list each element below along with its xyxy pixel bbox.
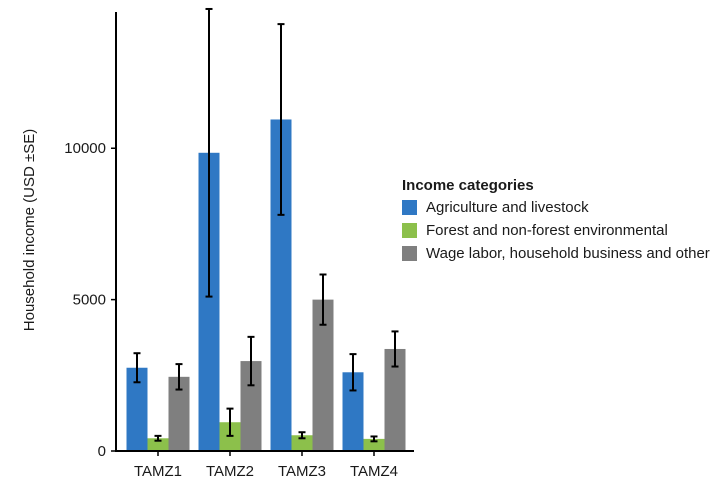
bar	[291, 435, 313, 451]
y-axis-title: Household income (USD ±SE)	[21, 129, 38, 331]
bar	[147, 438, 169, 451]
legend-label: Agriculture and livestock	[426, 199, 589, 216]
bar	[126, 367, 148, 451]
legend-label: Forest and non-forest environmental	[426, 222, 668, 239]
x-tick-label: TAMZ1	[134, 463, 182, 480]
bar	[384, 348, 406, 451]
x-ticks-layer: TAMZ1 TAMZ2 TAMZ3 TAMZ4	[134, 451, 398, 480]
bar	[312, 299, 334, 451]
x-tick-label: TAMZ4	[350, 463, 398, 480]
legend-swatch	[402, 223, 417, 238]
y-tick-label: 10000	[64, 140, 106, 157]
bar	[240, 361, 262, 451]
legend-label: Wage labor, household business and other	[426, 245, 710, 262]
bar	[168, 376, 190, 451]
y-tick-label: 0	[98, 443, 106, 460]
x-tick-label: TAMZ2	[206, 463, 254, 480]
legend: Income categories Agriculture and livest…	[402, 177, 714, 268]
legend-swatch	[402, 200, 417, 215]
legend-item: Forest and non-forest environmental	[402, 222, 714, 239]
y-tick-label: 5000	[73, 292, 106, 309]
bar	[363, 438, 385, 451]
legend-item: Agriculture and livestock	[402, 199, 714, 216]
legend-title: Income categories	[402, 177, 534, 194]
bars-layer	[126, 119, 406, 451]
x-tick-label: TAMZ3	[278, 463, 326, 480]
bar	[198, 152, 220, 451]
legend-swatch	[402, 246, 417, 261]
y-ticks-layer: 0 5000 10000	[64, 140, 116, 460]
bar	[270, 119, 292, 451]
legend-item: Wage labor, household business and other	[402, 245, 714, 262]
legend-items: Agriculture and livestock Forest and non-…	[402, 199, 714, 262]
bar	[342, 372, 364, 451]
error-bars-layer	[133, 7, 399, 443]
